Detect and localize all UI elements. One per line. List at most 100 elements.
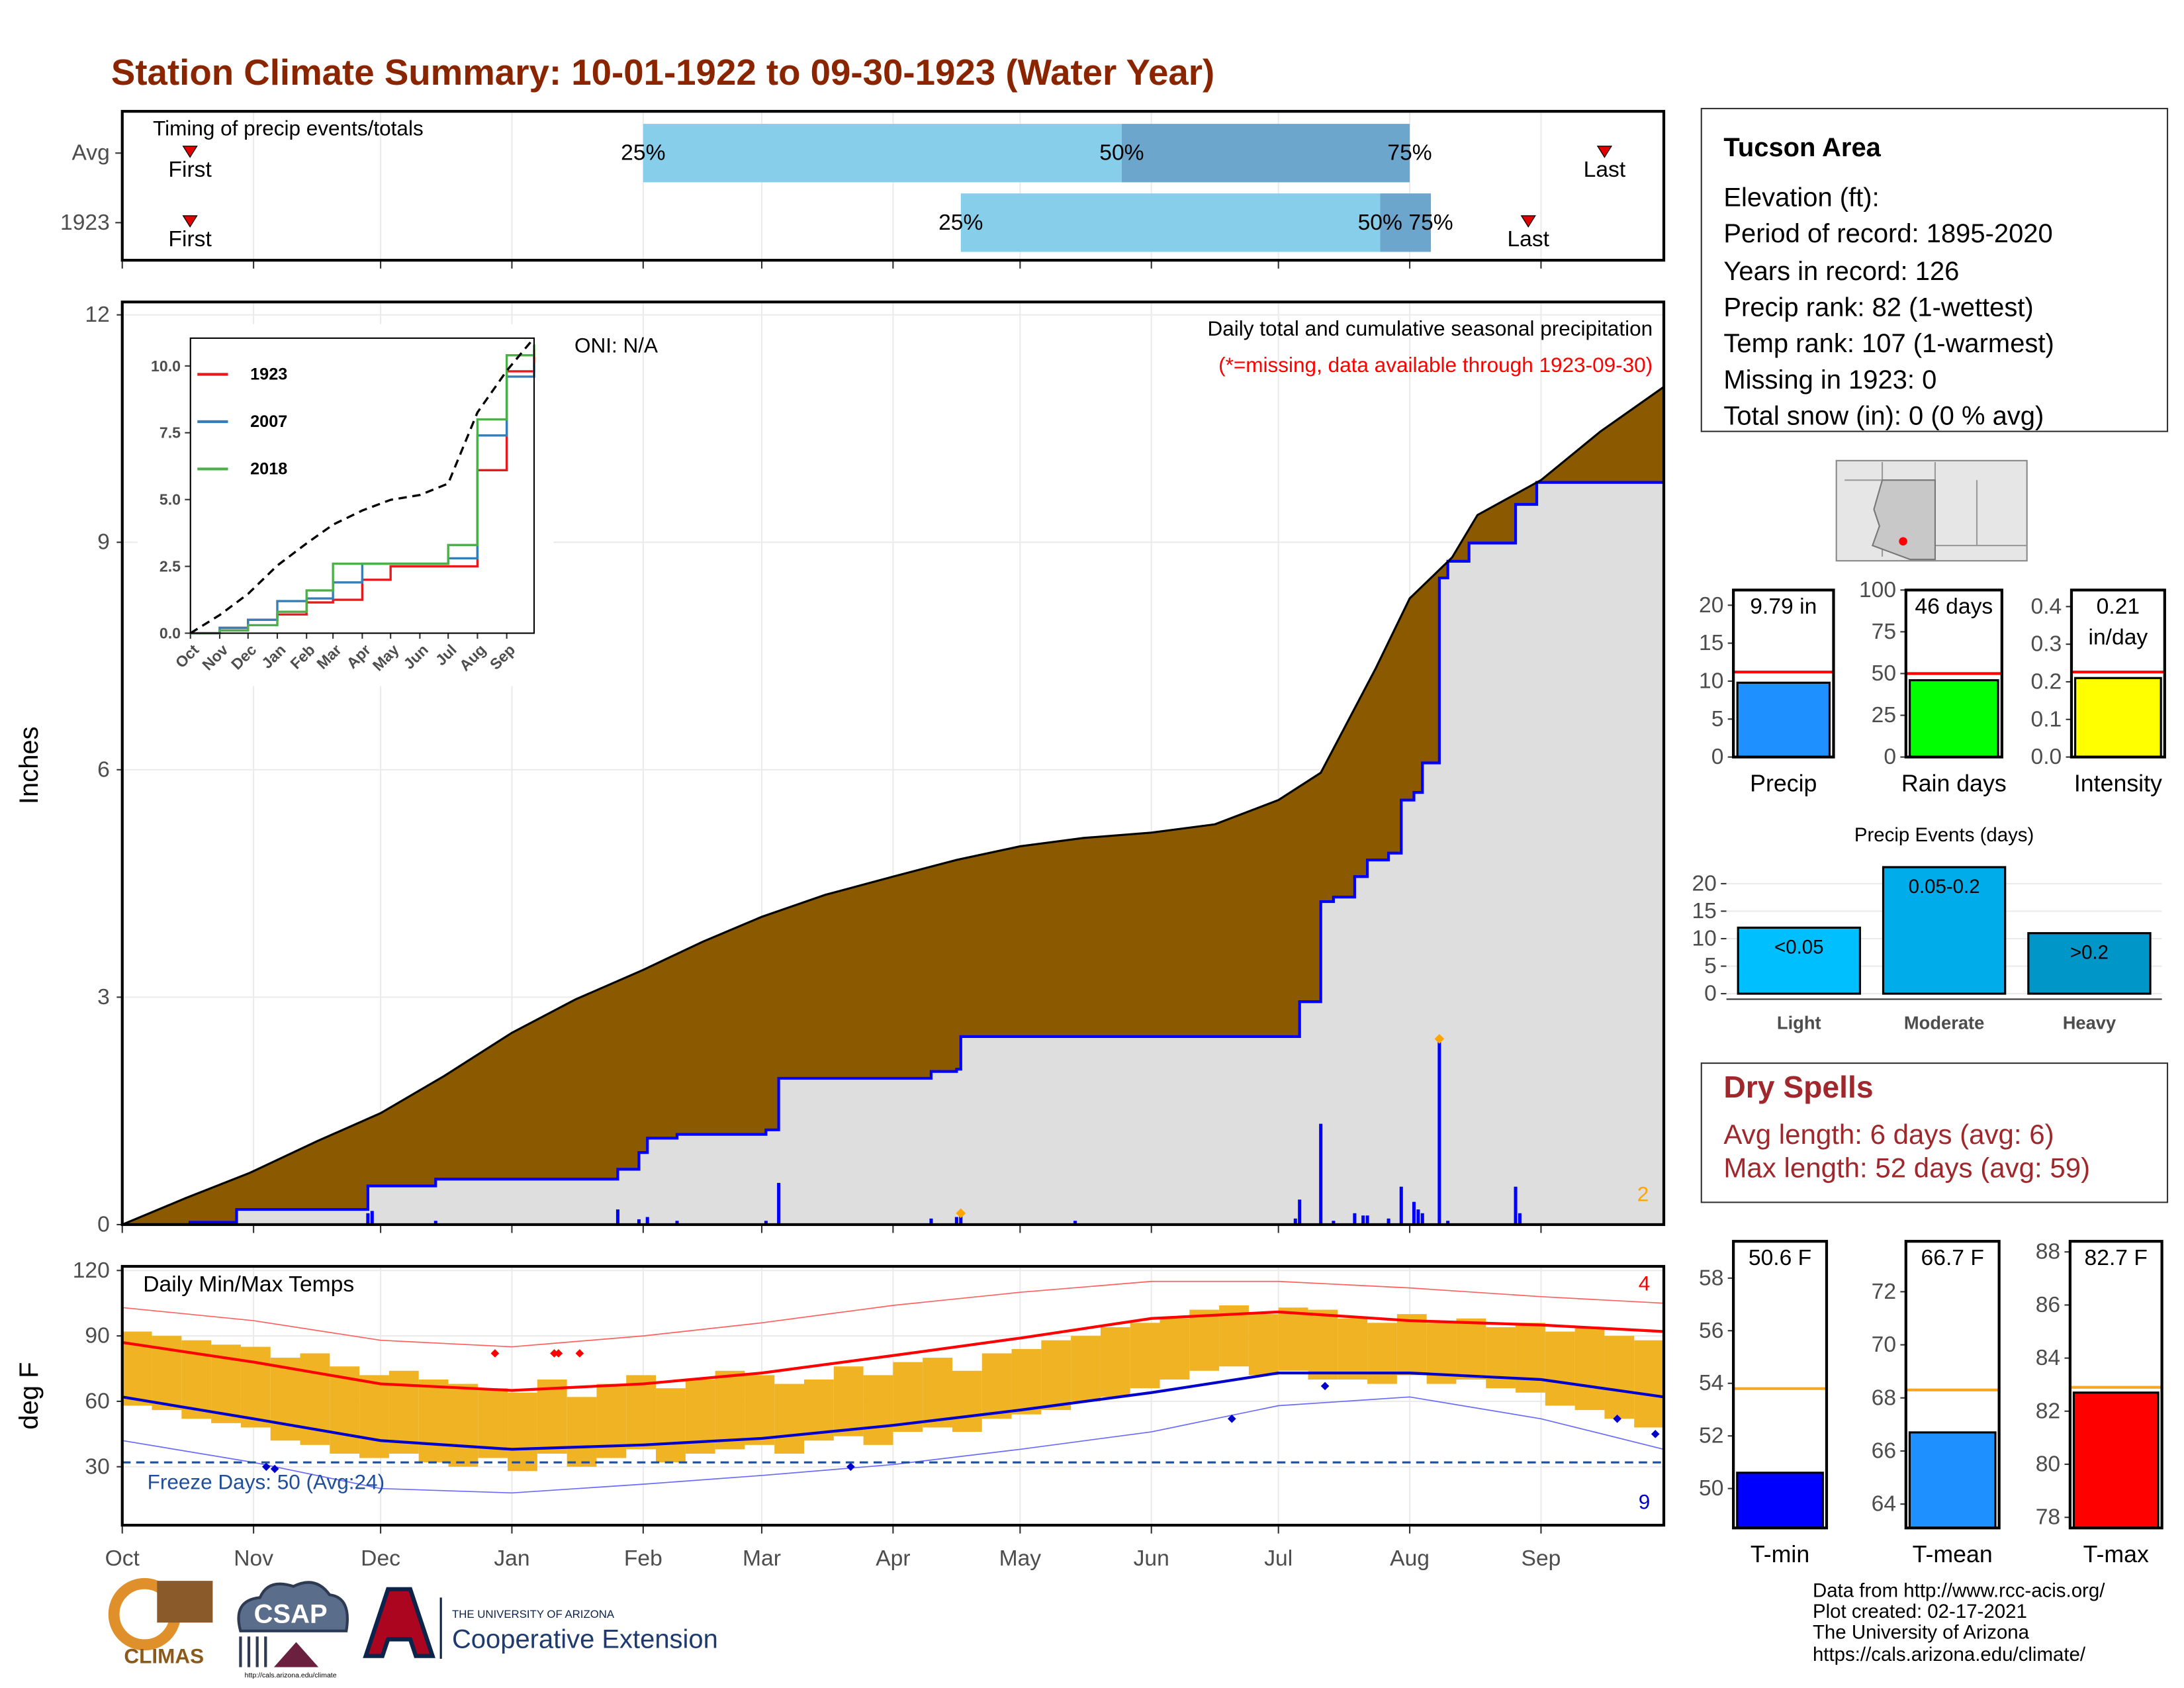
daily-precip-bar (1514, 1186, 1518, 1225)
climas-text: CLIMAS (124, 1644, 204, 1668)
bar (1909, 679, 1999, 759)
logo-bars (239, 1636, 267, 1667)
record-marker (1434, 1034, 1445, 1044)
csap-text: CSAP (254, 1600, 328, 1629)
x-tick-label: T-mean (1913, 1541, 1993, 1568)
y-tick-label: 10.0 (151, 357, 181, 375)
annotation: ONI: N/A (574, 333, 658, 357)
daily-precip-bar (1298, 1199, 1302, 1225)
daily-precip-bar (1073, 1221, 1077, 1225)
y-tick-label: 15 (1699, 631, 1723, 655)
temp-range-bar (1248, 1314, 1279, 1376)
timing-label: 50% (1099, 141, 1144, 165)
x-tick-label: Oct (105, 1546, 140, 1571)
y-tick-label: 5 (1711, 707, 1724, 731)
panel-title: Daily Min/Max Temps (143, 1272, 354, 1297)
record-min-line (122, 1396, 1664, 1494)
temp-range-bar (774, 1383, 805, 1454)
bar-value-box: 9.79 in (1750, 596, 1817, 620)
bar-frame (2070, 588, 2166, 759)
chart-title: Precip Events (days) (1854, 824, 2034, 846)
y-tick-label: 72 (1872, 1280, 1896, 1304)
y-tick-label: 58 (1699, 1266, 1723, 1290)
y-tick-label: 5.0 (159, 491, 181, 508)
temp-range-bar (981, 1353, 1012, 1419)
daily-precip-bar (1420, 1213, 1424, 1225)
row-label: Avg (71, 141, 109, 165)
dry-spells-box (1700, 1062, 2169, 1203)
temp-range-bar (745, 1375, 775, 1445)
daily-precip-bar (777, 1182, 781, 1225)
record-marker (1320, 1382, 1330, 1391)
arizona-shape (1872, 479, 1936, 561)
x-tick-label: Feb (624, 1546, 662, 1571)
daily-precip-bar (764, 1221, 768, 1225)
csap-logo: CSAP http://cals.arizona.edu/climate (237, 1581, 349, 1679)
bar (1737, 926, 1861, 995)
cumulative-line (122, 481, 1664, 1227)
legend-label: 2007 (250, 412, 287, 431)
timing-marker (182, 215, 198, 228)
timing-marker (182, 146, 198, 158)
bar-value-box: 66.7 F (1921, 1247, 1984, 1271)
temp-range-bar (1189, 1309, 1220, 1371)
bar-value-label: 50.6 F (1748, 1246, 1812, 1271)
record-low-count: 9 (1639, 1489, 1651, 1513)
y-tick-label: 56 (1699, 1319, 1723, 1343)
daily-precip-bar (433, 1221, 437, 1225)
daily-precip-bar (1416, 1209, 1420, 1225)
info-line: Temp rank: 107 (1-warmest) (1723, 329, 2054, 358)
record-marker (262, 1462, 271, 1472)
panel-frame (120, 110, 1666, 262)
timing-label: 75% (1408, 211, 1453, 235)
panel-frame (120, 1264, 1666, 1527)
bar-frame (1904, 588, 2003, 759)
y-tick-label: 6 (97, 757, 110, 782)
daily-precip-bar (1412, 1201, 1416, 1225)
x-tick-label: Mar (743, 1546, 781, 1571)
info-box (1700, 107, 2169, 432)
footer-line: Plot created: 02-17-2021 (1813, 1601, 2027, 1622)
y-tick-label: 0.0 (2031, 745, 2062, 769)
daily-precip-bar (959, 1213, 963, 1225)
timing-label: Last (1507, 227, 1549, 252)
temp-range-bar (1338, 1318, 1368, 1380)
dry-spells-line: Max length: 52 days (avg: 59) (1723, 1152, 2090, 1183)
bar-value-label: 0.21 in/day (2088, 595, 2148, 650)
x-tick-label: Apr (876, 1546, 910, 1571)
temp-range-bar (1278, 1307, 1308, 1371)
y-tick-label: 68 (1872, 1385, 1896, 1410)
y-tick-label: 25 (1872, 703, 1896, 727)
timing-label: Last (1584, 158, 1626, 182)
daily-precip-bar (1319, 1123, 1323, 1225)
y-tick-label: 52 (1699, 1424, 1723, 1448)
y-tick-label: 20 (1692, 871, 1716, 896)
y-tick-label: 7.5 (159, 424, 181, 442)
page-title: Station Climate Summary: 10-01-1922 to 0… (111, 52, 1214, 93)
y-tick-label: 120 (73, 1258, 110, 1283)
temp-range-bar (863, 1375, 893, 1445)
y-tick-label: 0.1 (2031, 707, 2062, 731)
timing-marker (1596, 146, 1613, 158)
y-tick-label: 0 (97, 1212, 110, 1237)
y-tick-label: 100 (1859, 578, 1896, 602)
y-tick-label: 86 (2036, 1293, 2060, 1317)
temp-range-bar (1308, 1309, 1338, 1380)
logo-cloud (237, 1581, 349, 1632)
temp-range-bar (508, 1392, 537, 1472)
panel-frame (120, 301, 1666, 1227)
legend-label: 2018 (250, 459, 287, 478)
freeze-label: Freeze Days: 50 (Avg:24) (148, 1470, 385, 1494)
timing-bar (1380, 193, 1432, 252)
station-dot (1899, 537, 1907, 546)
temp-range-bar (1367, 1323, 1397, 1384)
series-line (189, 337, 535, 634)
temp-range-bar (656, 1388, 686, 1463)
legend-label: 1923 (250, 365, 287, 383)
logo-mountain (273, 1642, 319, 1667)
y-axis-label: deg F (15, 1362, 44, 1429)
temp-range-bar (567, 1397, 597, 1467)
daily-precip-bar (645, 1217, 649, 1225)
